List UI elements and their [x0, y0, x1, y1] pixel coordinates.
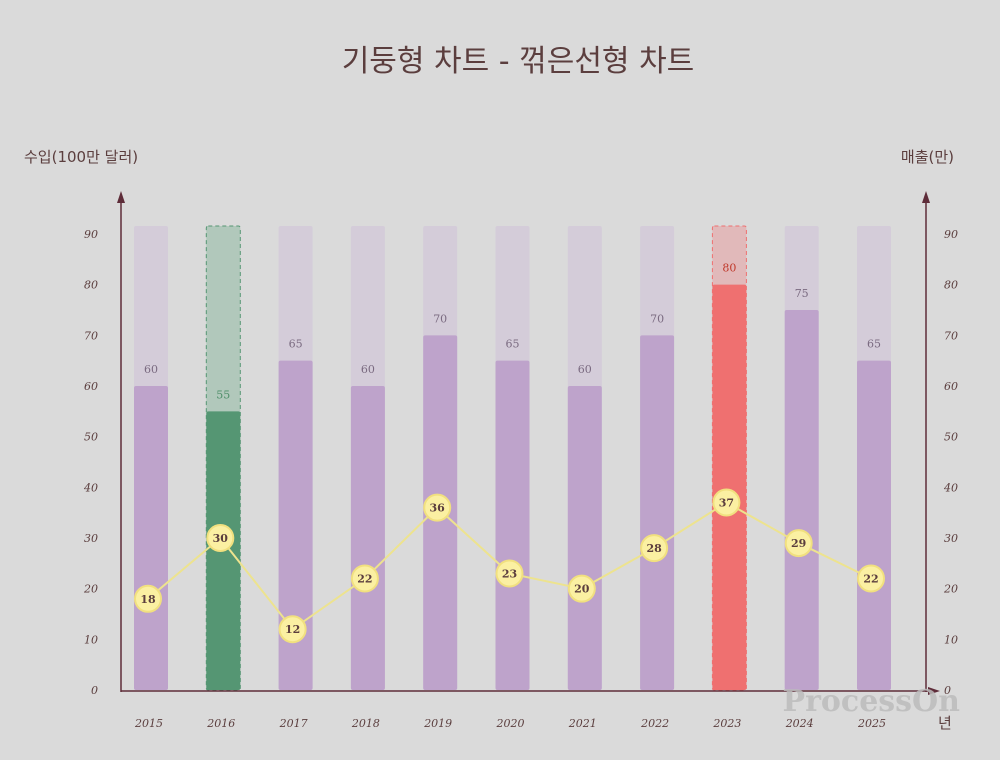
- bar-2021: [567, 386, 602, 690]
- bar-value-label-2018: 60: [361, 363, 375, 376]
- x-tick-label-2018: 2018: [351, 717, 380, 730]
- bars-group: 6020155520166520176020187020196520206020…: [134, 225, 891, 730]
- line-point-label-2022: 28: [646, 542, 662, 555]
- line-point-2015: [134, 584, 162, 613]
- y-tick-label-left-40: 40: [83, 481, 98, 494]
- bar-value-label-2025: 65: [867, 338, 881, 351]
- line-point-label-2021: 20: [574, 583, 590, 596]
- y-tick-label-right-40: 40: [943, 481, 958, 494]
- line-point-2025: [857, 564, 885, 593]
- bar-value-label-2016: 55: [216, 388, 230, 401]
- line-point-2017: [278, 615, 307, 644]
- bar-value-label-2017: 65: [289, 338, 303, 351]
- x-tick-label-2017: 2017: [279, 717, 308, 730]
- line-point-2016: [206, 524, 235, 552]
- bar-2015: [134, 386, 168, 690]
- x-tick-label-2025: 2025: [857, 717, 886, 730]
- line-point-2020: [495, 559, 524, 588]
- bar-2023: [712, 284, 747, 690]
- line-point-2024: [784, 529, 813, 558]
- y-tick-label-right-90: 90: [944, 228, 958, 241]
- line-point-label-2016: 30: [213, 532, 229, 545]
- line-series-group: 18 30 12 22 36 23 20 28 37 29 22: [134, 488, 885, 644]
- axes-group: 0 10 20 30 40 50 60 70 80 90 0 10 20 30 40 50 60 70 80 90: [83, 191, 958, 697]
- y-tick-label-right-30: 30: [944, 532, 958, 545]
- y-tick-label-right-70: 70: [944, 329, 958, 342]
- y-tick-label-left-10: 10: [84, 633, 98, 646]
- y-axis-right-arrow: [922, 191, 930, 203]
- bar-value-label-2015: 60: [144, 363, 158, 376]
- bar-value-label-2023: 80: [722, 262, 736, 275]
- x-axis-label: 년: [938, 714, 952, 732]
- line-point-2023: [712, 488, 741, 517]
- line-point-2022: [640, 534, 669, 563]
- y-tick-label-right-60: 60: [944, 380, 958, 393]
- line-point-2021: [567, 574, 596, 603]
- bar-2017: [278, 360, 313, 690]
- y-tick-label-right-80: 80: [944, 279, 958, 292]
- line-point-label-2025: 22: [863, 573, 878, 586]
- x-tick-label-2023: 2023: [712, 717, 741, 730]
- x-tick-label-2016: 2016: [206, 717, 235, 730]
- bar-2018: [350, 386, 385, 690]
- x-tick-label-2021: 2021: [568, 717, 597, 730]
- bar-value-label-2021: 60: [578, 363, 592, 376]
- y-tick-label-left-90: 90: [84, 228, 98, 241]
- line-point-label-2024: 29: [791, 537, 806, 550]
- bar-2020: [495, 360, 530, 690]
- y-tick-label-left-30: 30: [84, 532, 98, 545]
- line-point-label-2018: 22: [357, 573, 372, 586]
- bar-value-label-2019: 70: [433, 312, 447, 325]
- bar-2025: [857, 360, 891, 690]
- y-tick-label-right-10: 10: [944, 633, 958, 646]
- y-tick-label-right-0: 0: [944, 684, 951, 697]
- x-tick-label-2015: 2015: [134, 717, 163, 730]
- y-tick-label-left-70: 70: [84, 329, 98, 342]
- y-tick-label-left-60: 60: [84, 380, 98, 393]
- y-tick-label-left-80: 80: [84, 279, 98, 292]
- line-point-label-2019: 36: [430, 502, 446, 515]
- bar-value-label-2024: 75: [795, 287, 809, 300]
- x-axis-arrow: [928, 687, 940, 695]
- y-tick-label-right-50: 50: [944, 431, 958, 444]
- y-axis-left-arrow: [117, 191, 125, 203]
- x-tick-label-2024: 2024: [785, 717, 814, 730]
- y-tick-label-right-20: 20: [943, 583, 958, 596]
- chart-title: 기둥형 차트 - 꺾은선형 차트: [342, 44, 695, 79]
- line-point-label-2017: 12: [285, 623, 300, 636]
- x-tick-label-2022: 2022: [640, 717, 669, 730]
- y-tick-label-left-50: 50: [84, 431, 98, 444]
- x-tick-label-2020: 2020: [496, 717, 525, 730]
- y-tick-label-left-20: 20: [83, 583, 98, 596]
- line-point-label-2020: 23: [502, 567, 517, 580]
- bar-2022: [640, 335, 675, 690]
- bar-value-label-2020: 65: [506, 338, 520, 351]
- line-point-label-2015: 18: [140, 593, 156, 606]
- line-point-2019: [423, 493, 452, 522]
- y-tick-label-left-0: 0: [91, 684, 98, 697]
- y-axis-right-label: 매출(만): [901, 148, 954, 166]
- bar-2024: [784, 310, 819, 690]
- x-tick-label-2019: 2019: [423, 717, 452, 730]
- line-point-label-2023: 37: [719, 497, 734, 510]
- line-point-2018: [350, 564, 379, 593]
- y-axis-left-label: 수입(100만 달러): [24, 148, 138, 166]
- bar-value-label-2022: 70: [650, 312, 664, 325]
- watermark: ProcessOn: [783, 684, 961, 719]
